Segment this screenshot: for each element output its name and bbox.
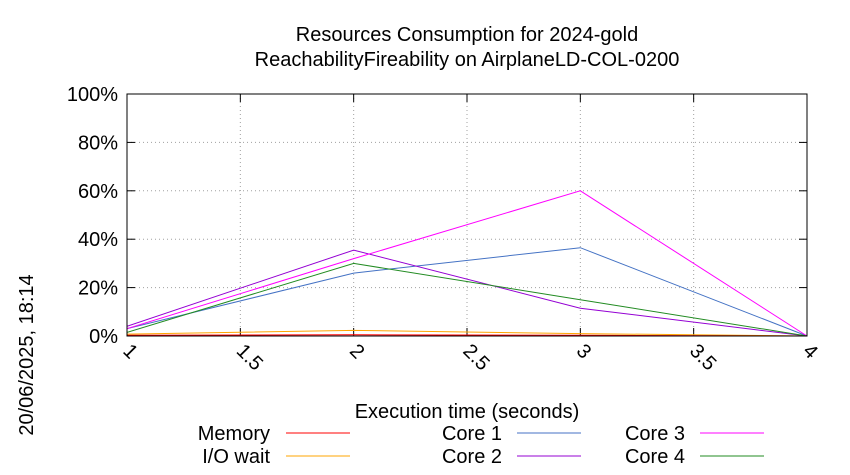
x-axis: 1 1.5 2 2.5 3 3.5 4	[118, 94, 822, 375]
series-line-core-2	[126, 249, 808, 337]
series-line-i-o-wait	[126, 329, 808, 337]
x-axis-label: Execution time (seconds)	[355, 401, 580, 423]
y-tick-label: 20%	[78, 278, 118, 300]
plot-frame	[126, 93, 808, 337]
x-tick-label: 3.5	[685, 340, 720, 375]
x-tick-label: 3	[572, 340, 595, 363]
y-tick-label: 0%	[89, 326, 118, 348]
x-tick-label: 4	[798, 340, 821, 363]
legend-label-core-4: Core 4	[625, 446, 685, 468]
legend-label-memory: Memory	[198, 423, 270, 445]
legend-label-core-1: Core 1	[442, 423, 502, 445]
x-tick-label: 1.5	[232, 340, 267, 375]
chart-subtitle: ReachabilityFireability on AirplaneLD-CO…	[255, 49, 680, 71]
legend-label-i-o-wait: I/O wait	[202, 446, 270, 468]
series-line-core-1	[126, 247, 808, 337]
series-line-core-4	[126, 262, 808, 337]
chart-title: Resources Consumption for 2024-gold	[296, 24, 638, 46]
y-axis: 0% 20% 40% 60% 80% 100%	[67, 84, 807, 348]
x-tick-label: 2.5	[458, 340, 493, 375]
x-tick-label: 1	[118, 340, 141, 363]
y-tick-label: 60%	[78, 181, 118, 203]
legend-label-core-3: Core 3	[625, 423, 685, 445]
y-tick-label: 80%	[78, 132, 118, 154]
series-line-core-3	[126, 190, 808, 337]
legend-label-core-2: Core 2	[442, 446, 502, 468]
y-tick-label: 100%	[67, 84, 118, 106]
y-tick-label: 40%	[78, 229, 118, 251]
grid	[127, 94, 807, 336]
timestamp-label: 20/06/2025, 18:14	[16, 274, 38, 435]
x-tick-label: 2	[345, 340, 368, 363]
